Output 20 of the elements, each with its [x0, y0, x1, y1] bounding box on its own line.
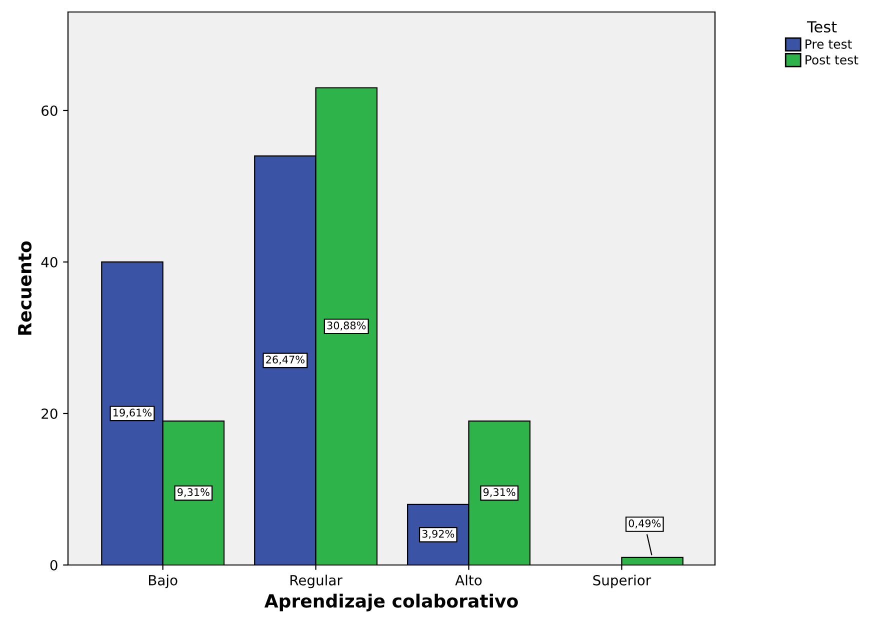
legend-label: Pre test [806, 40, 852, 49]
annotation: 9,31% [178, 488, 210, 498]
y-tick-label: 20 [42, 408, 58, 419]
annotation: 3,92% [422, 530, 454, 539]
x-axis-title: Aprendizaje colaborativo [264, 594, 518, 612]
y-tick-label: 40 [41, 256, 58, 268]
legend-label: Post test [806, 55, 858, 65]
annotation: 26,47% [266, 356, 304, 365]
x-tick-label: Regular [290, 574, 342, 588]
annotation: 19,61% [114, 408, 152, 418]
legend-title: Test [806, 21, 837, 33]
annotation: 0,49% [628, 519, 661, 528]
annotation: 30,88% [327, 322, 366, 330]
x-tick-label: Superior [593, 574, 652, 588]
y-tick-label: 0 [50, 560, 58, 570]
y-tick-label: 60 [42, 105, 58, 116]
x-tick-label: Alto [455, 574, 482, 586]
y-axis-title: Recuento [18, 241, 32, 335]
annotation: 9,31% [483, 488, 516, 498]
x-tick-label: Bajo [148, 574, 178, 588]
